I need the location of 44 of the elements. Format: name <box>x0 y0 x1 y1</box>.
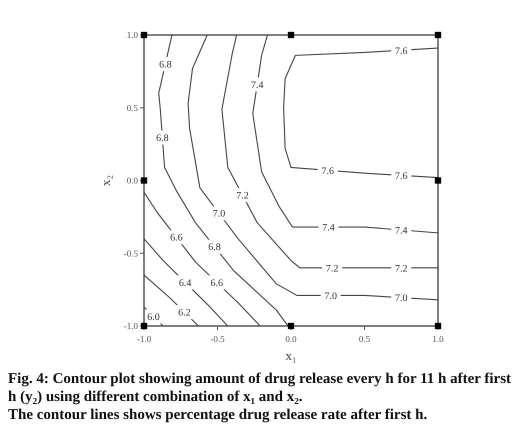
text: 6.6 <box>170 232 183 244</box>
point <box>288 32 294 38</box>
text: 7.0 <box>324 290 337 302</box>
line-series <box>252 34 439 234</box>
point <box>140 32 148 38</box>
y-tick-label: -0.5 <box>124 248 138 258</box>
text: 7.4 <box>322 222 335 234</box>
x-axis-title: x₁ <box>285 348 297 363</box>
x-tick-label: 0.0 <box>285 334 298 344</box>
y-tick-label: 1.0 <box>126 30 138 40</box>
text: 7.2 <box>326 263 338 274</box>
x-tick-label: 1.0 <box>432 334 444 344</box>
text: The contour lines shows percentage drug release rate after first h. <box>8 406 428 424</box>
series-label: 7.0 <box>212 208 226 220</box>
x-tick-label: -0.5 <box>210 334 226 344</box>
y-tick-label: 0.0 <box>126 176 138 186</box>
text: 7.0 <box>395 293 408 304</box>
x-tick-label: -1.0 <box>136 334 152 344</box>
text: 7.2 <box>395 263 408 274</box>
series-label: 6.2 <box>178 308 191 319</box>
point <box>288 322 294 330</box>
caption: Fig. 4: Contour plot showing amount of drug release every h for 11 h after first h (y₂) using different combination of x₁ and x₂. <box>8 370 512 406</box>
series-label: 6.6 <box>210 278 224 289</box>
point <box>140 322 148 330</box>
series-label: 6.0 <box>147 312 160 324</box>
point <box>434 177 442 184</box>
point <box>434 322 442 330</box>
point <box>434 32 442 38</box>
series-label: 7.4 <box>250 80 264 91</box>
series-label: 7.2 <box>236 190 249 202</box>
text: 6.8 <box>208 242 221 254</box>
text: 7.6 <box>395 46 408 57</box>
text: 7.4 <box>395 225 408 236</box>
text: 6.8 <box>159 60 172 71</box>
x-tick-label: 0.5 <box>358 334 371 344</box>
y-axis-title: x₂ <box>98 174 113 186</box>
series-label: 6.8 <box>156 133 169 144</box>
point <box>140 177 148 184</box>
text: 7.6 <box>395 170 408 182</box>
series-label: 6.4 <box>178 278 192 289</box>
y-tick-label: -1.0 <box>124 321 138 331</box>
line-series <box>143 192 261 327</box>
series-label: 7.6 <box>322 166 334 177</box>
y-tick-label: 0.5 <box>126 102 138 113</box>
